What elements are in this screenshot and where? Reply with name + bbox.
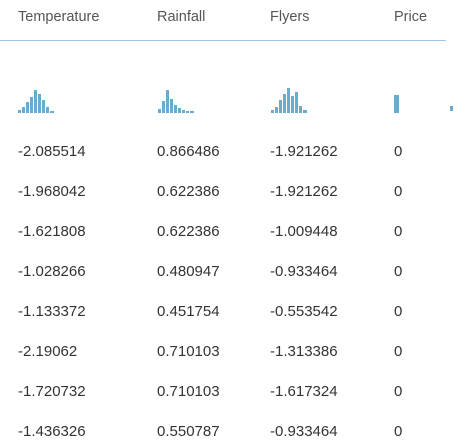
cell: -2.085514: [18, 143, 86, 160]
cell: -1.921262: [270, 143, 338, 160]
cell: -1.028266: [18, 263, 86, 280]
cell: 0.866486: [157, 143, 220, 160]
header-rule: [0, 40, 446, 41]
cell: 0: [394, 223, 403, 240]
cell: -0.553542: [270, 303, 338, 320]
cell: -0.933464: [270, 263, 338, 280]
cell: -1.968042: [18, 183, 86, 200]
cell: -1.621808: [18, 223, 86, 240]
cell: 0.451754: [157, 303, 220, 320]
cell: 0: [394, 423, 403, 440]
column-header: Flyers: [270, 9, 310, 25]
cell: 0: [394, 183, 403, 200]
cell: -1.313386: [270, 343, 338, 360]
column-header: Temperature: [18, 9, 100, 25]
cell: 0: [394, 343, 403, 360]
cell: -0.933464: [270, 423, 338, 440]
cell: 0: [394, 143, 403, 160]
flyers-histogram: [271, 88, 307, 113]
cell: 0.480947: [157, 263, 220, 280]
histograms: [18, 88, 453, 113]
temperature-histogram: [18, 90, 54, 113]
cell: -1.133372: [18, 303, 86, 320]
cell: -1.009448: [270, 223, 338, 240]
cell: -1.720732: [18, 383, 86, 400]
cell: 0: [394, 263, 403, 280]
cell: 0.622386: [157, 223, 220, 240]
cell: -2.19062: [18, 343, 78, 360]
cell: -1.921262: [270, 183, 338, 200]
cell: -1.436326: [18, 423, 86, 440]
rainfall-histogram: [158, 90, 194, 113]
cell: 0.710103: [157, 343, 220, 360]
cell: 0: [394, 383, 403, 400]
cell: 0.710103: [157, 383, 220, 400]
cell: 0.622386: [157, 183, 220, 200]
cell: 0: [394, 303, 403, 320]
column-header: Price: [394, 9, 428, 25]
cell: -1.617324: [270, 383, 338, 400]
price-histogram: [394, 95, 453, 113]
column-header: Rainfall: [157, 9, 206, 25]
cell: 0.550787: [157, 423, 220, 440]
